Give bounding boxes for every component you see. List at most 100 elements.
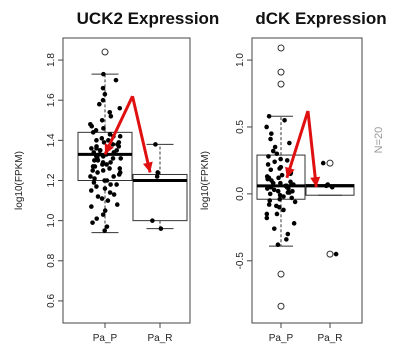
x-tick-label: Pa_R	[147, 333, 172, 344]
data-point	[90, 168, 96, 173]
data-point	[271, 226, 277, 231]
data-point	[94, 184, 99, 189]
sample-size-label: N=20	[373, 127, 385, 154]
data-point	[107, 190, 113, 195]
data-point	[290, 188, 295, 194]
y-tick-label: 0.0	[235, 186, 246, 200]
data-point	[275, 242, 281, 248]
outlier-point	[101, 48, 109, 56]
data-point	[88, 174, 93, 179]
data-point	[94, 146, 99, 151]
data-point	[113, 77, 119, 83]
data-point	[104, 224, 110, 229]
outlier-point	[277, 44, 285, 52]
data-point	[95, 194, 101, 199]
data-point	[91, 150, 97, 155]
data-point	[150, 218, 155, 223]
data-point	[100, 85, 106, 91]
data-point	[88, 188, 94, 193]
data-point	[89, 204, 94, 209]
data-point	[100, 160, 106, 165]
data-point	[286, 186, 291, 191]
data-point	[270, 148, 276, 154]
data-point	[268, 184, 274, 190]
data-point	[94, 138, 99, 143]
data-point	[93, 128, 99, 133]
data-point	[285, 190, 291, 195]
data-point	[97, 152, 102, 157]
outlier-point	[277, 270, 285, 278]
data-point	[102, 228, 107, 233]
red-arrow	[306, 110, 318, 188]
data-point	[279, 172, 285, 178]
data-point	[264, 211, 270, 217]
data-point	[102, 208, 108, 213]
chart-title: dCK Expression	[255, 9, 386, 28]
data-point	[94, 216, 100, 221]
data-point	[114, 202, 120, 207]
red-arrowhead	[310, 176, 321, 188]
data-point	[275, 188, 281, 194]
data-point	[265, 186, 270, 191]
data-point	[274, 151, 280, 157]
data-point	[88, 122, 93, 127]
data-point	[272, 159, 277, 165]
data-point	[99, 196, 105, 201]
data-point	[100, 168, 106, 173]
data-point	[117, 134, 123, 139]
data-point	[108, 113, 114, 119]
data-point	[271, 187, 277, 193]
data-point	[292, 199, 298, 205]
data-point	[264, 174, 270, 179]
data-point	[282, 117, 287, 123]
data-point	[276, 175, 281, 181]
data-point	[291, 182, 296, 187]
data-point	[274, 203, 279, 209]
data-point	[110, 156, 116, 161]
data-point	[99, 117, 105, 123]
data-point	[264, 215, 270, 221]
data-point	[97, 101, 102, 107]
data-point	[102, 178, 107, 183]
y-axis-label: log10(FPKM)	[200, 151, 211, 210]
red-arrow	[103, 95, 134, 156]
data-point	[291, 221, 297, 226]
data-point	[269, 131, 274, 136]
data-point	[90, 164, 96, 169]
data-point	[266, 154, 271, 159]
data-point	[104, 162, 109, 167]
outlier-point	[326, 250, 334, 258]
data-point	[278, 156, 283, 162]
data-point	[97, 148, 103, 153]
data-point	[111, 192, 117, 197]
plot-frame	[251, 37, 363, 324]
data-point	[267, 198, 273, 203]
data-point	[274, 211, 280, 217]
y-tick-label: 0.8	[46, 253, 57, 267]
data-point	[266, 113, 272, 119]
data-point	[114, 148, 119, 153]
y-tick-label: 0.5	[235, 120, 246, 134]
outlier-point	[277, 80, 285, 88]
data-point	[107, 109, 113, 115]
data-point	[265, 162, 271, 167]
data-point	[92, 176, 97, 181]
data-point	[118, 156, 124, 161]
data-point	[272, 144, 278, 150]
data-point	[102, 186, 108, 191]
data-point	[95, 156, 100, 161]
x-tick-label: Pa_P	[93, 333, 118, 344]
data-point	[268, 167, 274, 173]
data-point	[333, 251, 339, 257]
data-point	[117, 170, 123, 175]
red-arrow	[285, 110, 310, 179]
data-point	[281, 207, 286, 213]
outlier-point	[277, 68, 285, 76]
data-point	[320, 160, 326, 166]
data-point	[108, 160, 113, 165]
data-point	[89, 146, 94, 151]
data-point	[117, 105, 123, 111]
data-point	[278, 180, 283, 186]
data-point	[91, 180, 97, 185]
